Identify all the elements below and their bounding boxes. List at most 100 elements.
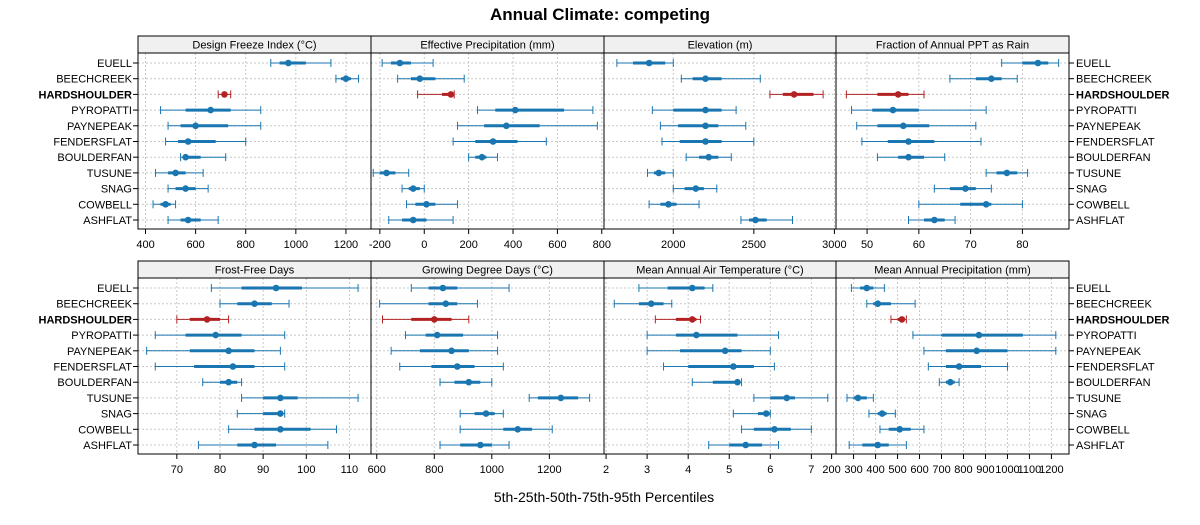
median-dot: [184, 138, 192, 145]
data-mark-beechcreek: [866, 299, 916, 308]
median-dot: [982, 201, 990, 208]
site-label-left: BEECHCREEK: [56, 299, 132, 311]
data-mark-pyropatti: [646, 331, 780, 340]
x-tick-label: 900: [976, 464, 994, 476]
site-label-left: ASHFLAT: [83, 215, 132, 227]
median-dot: [705, 153, 713, 161]
site-label-right: PAYNEPEAK: [1076, 346, 1142, 358]
median-dot: [1034, 59, 1042, 67]
panel-title: Frost-Free Days: [215, 265, 295, 277]
median-dot: [975, 331, 983, 339]
median-dot: [702, 75, 709, 82]
x-tick-label: 90: [257, 464, 269, 476]
median-dot: [655, 169, 663, 177]
median-dot: [478, 153, 486, 161]
x-tick-label: 1200: [1039, 464, 1063, 476]
x-tick-label: 600: [186, 239, 204, 251]
median-dot: [514, 426, 522, 433]
panel-title: Mean Annual Precipitation (mm): [874, 265, 1031, 277]
data-mark-fendersflat: [399, 362, 504, 371]
panel-title: Fraction of Annual PPT as Rain: [876, 40, 1029, 52]
data-mark-hardshoulder: [890, 315, 907, 324]
x-tick-label: 800: [954, 464, 972, 476]
panel-title: Growing Degree Days (°C): [422, 265, 553, 277]
median-dot: [854, 394, 862, 402]
median-dot: [272, 284, 280, 292]
data-mark-ashflat: [848, 441, 907, 449]
data-mark-boulderfan: [691, 378, 743, 387]
median-dot: [383, 169, 390, 177]
median-dot: [285, 59, 292, 67]
data-mark-euell: [381, 59, 434, 67]
data-mark-pyropatti: [154, 331, 286, 340]
median-dot: [734, 378, 741, 386]
panel-title: Mean Annual Air Temperature (°C): [636, 265, 803, 277]
median-dot: [645, 59, 653, 67]
median-dot: [465, 378, 473, 386]
data-mark-boulderfan: [439, 378, 493, 387]
data-mark-tusune: [372, 168, 410, 177]
median-dot: [453, 363, 461, 370]
data-mark-beechcreek: [613, 299, 673, 308]
site-label-left: EUELL: [97, 58, 132, 70]
median-dot: [448, 347, 455, 355]
data-mark-euell: [850, 284, 885, 292]
data-mark-tusune: [985, 168, 1029, 177]
data-mark-boulderfan: [685, 153, 732, 162]
site-label-left: COWBELL: [78, 424, 132, 436]
data-mark-euell: [210, 284, 359, 292]
x-axis-label: 5th-25th-50th-75th-95th Percentiles: [494, 489, 714, 505]
median-dot: [947, 378, 954, 386]
data-mark-hardshoulder: [382, 315, 470, 324]
panels: Design Freeze Index (°C)400 600 800 1000 120…: [39, 35, 1170, 476]
median-dot: [790, 91, 798, 98]
site-label-right: ASHFLAT: [1076, 440, 1125, 452]
data-mark-tusune: [846, 393, 874, 402]
median-dot: [771, 426, 778, 433]
median-dot: [688, 316, 696, 323]
data-mark-snag: [732, 409, 771, 418]
x-tick-label: 3000: [822, 239, 846, 251]
data-mark-ashflat: [197, 441, 329, 449]
data-mark-hardshoulder: [217, 90, 232, 99]
data-mark-fendersflat: [927, 362, 1008, 371]
panel-2: Effective Precipitation (mm) -200 0 200 400 6…: [369, 35, 611, 251]
median-dot: [973, 347, 980, 355]
median-dot: [783, 394, 791, 402]
data-mark-beechcreek: [397, 74, 465, 83]
x-tick-label: 1000: [995, 464, 1019, 476]
median-dot: [482, 410, 490, 417]
site-label-right: PYROPATTI: [1076, 330, 1137, 342]
median-dot: [693, 331, 700, 339]
median-dot: [898, 316, 906, 323]
site-label-right: COWBELL: [1076, 424, 1130, 436]
median-dot: [863, 284, 871, 292]
median-dot: [416, 75, 424, 82]
data-mark-paynepeak: [390, 346, 499, 355]
data-mark-tusune: [155, 168, 204, 177]
data-mark-tusune: [647, 168, 674, 177]
median-dot: [225, 378, 232, 386]
median-dot: [477, 441, 484, 449]
site-label-left: HARDSHOULDER: [39, 89, 133, 101]
site-label-right: BEECHCREEK: [1076, 74, 1152, 86]
data-mark-cowbell: [228, 425, 337, 434]
data-mark-hardshoulder: [654, 315, 701, 324]
x-tick-label: 50: [861, 239, 873, 251]
median-dot: [905, 138, 912, 145]
chart-title: Annual Climate: competing: [490, 5, 710, 24]
data-mark-snag: [236, 409, 286, 418]
median-dot: [730, 363, 737, 370]
data-mark-ashflat: [740, 216, 793, 224]
x-tick-label: 3: [644, 464, 650, 476]
data-mark-tusune: [241, 393, 359, 402]
median-dot: [342, 75, 350, 82]
data-mark-beechcreek: [219, 299, 290, 308]
data-mark-cowbell: [459, 425, 553, 434]
x-tick-label: 2000: [661, 239, 685, 251]
x-tick-label: 200: [822, 464, 840, 476]
site-label-left: PYROPATTI: [71, 330, 132, 342]
data-mark-beechcreek: [335, 74, 359, 83]
x-tick-label: 7: [808, 464, 814, 476]
site-label-left: TUSUNE: [87, 393, 132, 405]
